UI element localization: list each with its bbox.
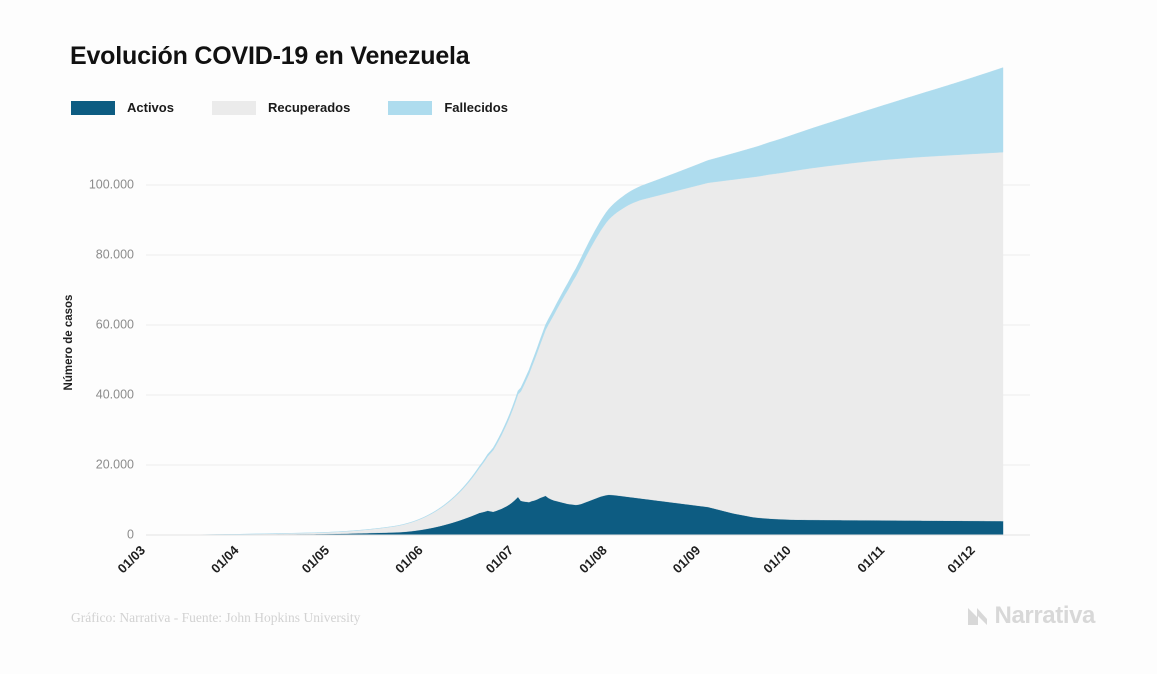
legend-item-activos[interactable]: Activos [71, 100, 174, 115]
x-tick: 01/03 [115, 543, 149, 577]
x-tick: 01/10 [760, 543, 794, 577]
x-tick-label: 01/08 [576, 543, 610, 577]
legend-swatch-fallecidos [388, 100, 433, 115]
y-tick-label: 40.000 [96, 387, 134, 401]
page-title: Evolución COVID-19 en Venezuela [70, 42, 470, 70]
series-area-recuperados [146, 151, 1004, 536]
brand-name: Narrativa [994, 602, 1096, 629]
x-tick-label: 01/07 [483, 543, 517, 577]
x-tick-label: 01/03 [115, 543, 149, 577]
x-tick: 01/06 [392, 543, 426, 577]
x-tick: 01/08 [576, 543, 610, 577]
x-tick-label: 01/04 [208, 542, 242, 576]
chart-y-axis-title: Número de casos [63, 295, 75, 391]
x-tick: 01/11 [854, 543, 887, 576]
chart-legend: Activos Recuperados Fallecidos [71, 100, 546, 115]
legend-label-activos: Activos [127, 100, 174, 115]
y-axis-title-group: Número de casos [63, 295, 75, 391]
x-tick-label: 01/06 [392, 543, 426, 577]
legend-item-recuperados[interactable]: Recuperados [211, 100, 351, 115]
x-tick: 01/04 [208, 542, 242, 576]
source-caption: Gráfico: Narrativa - Fuente: John Hopkin… [71, 610, 361, 625]
brand-logo: Narrativa [965, 602, 1095, 630]
x-tick: 01/09 [670, 543, 704, 577]
x-tick-label: 01/11 [854, 543, 887, 576]
x-tick: 01/07 [483, 543, 517, 577]
y-tick-label: 100.000 [89, 177, 134, 191]
y-tick-label: 60.000 [96, 317, 134, 331]
chart-y-tick-labels: 0 20.000 40.000 60.000 80.000 100.000 [89, 177, 134, 541]
x-tick: 01/12 [944, 543, 978, 577]
chart-x-tick-labels: 01/03 01/04 01/05 01/06 01/07 01/08 01/09 01/10… [115, 542, 978, 576]
x-tick-label: 01/12 [944, 543, 978, 577]
x-tick: 01/05 [299, 543, 333, 577]
legend-swatch-recuperados [211, 100, 256, 115]
y-axis-title: Número de casos [63, 295, 75, 391]
series-area-fallecidos [146, 67, 1004, 536]
x-tick-label: 01/05 [299, 543, 333, 577]
x-tick-label: 01/10 [760, 543, 794, 577]
chart-series-areas [146, 67, 1004, 536]
legend-swatch-activos [71, 100, 115, 115]
y-tick-label: 80.000 [96, 247, 134, 261]
legend-label-fallecidos: Fallecidos [444, 100, 508, 115]
legend-label-recuperados: Recuperados [267, 100, 351, 115]
x-tick-label: 01/09 [670, 543, 704, 577]
narrativa-n-logo-icon [967, 608, 987, 625]
y-tick-label: 20.000 [96, 457, 134, 471]
y-tick-label: 0 [127, 527, 134, 541]
legend-item-fallecidos[interactable]: Fallecidos [388, 100, 508, 115]
